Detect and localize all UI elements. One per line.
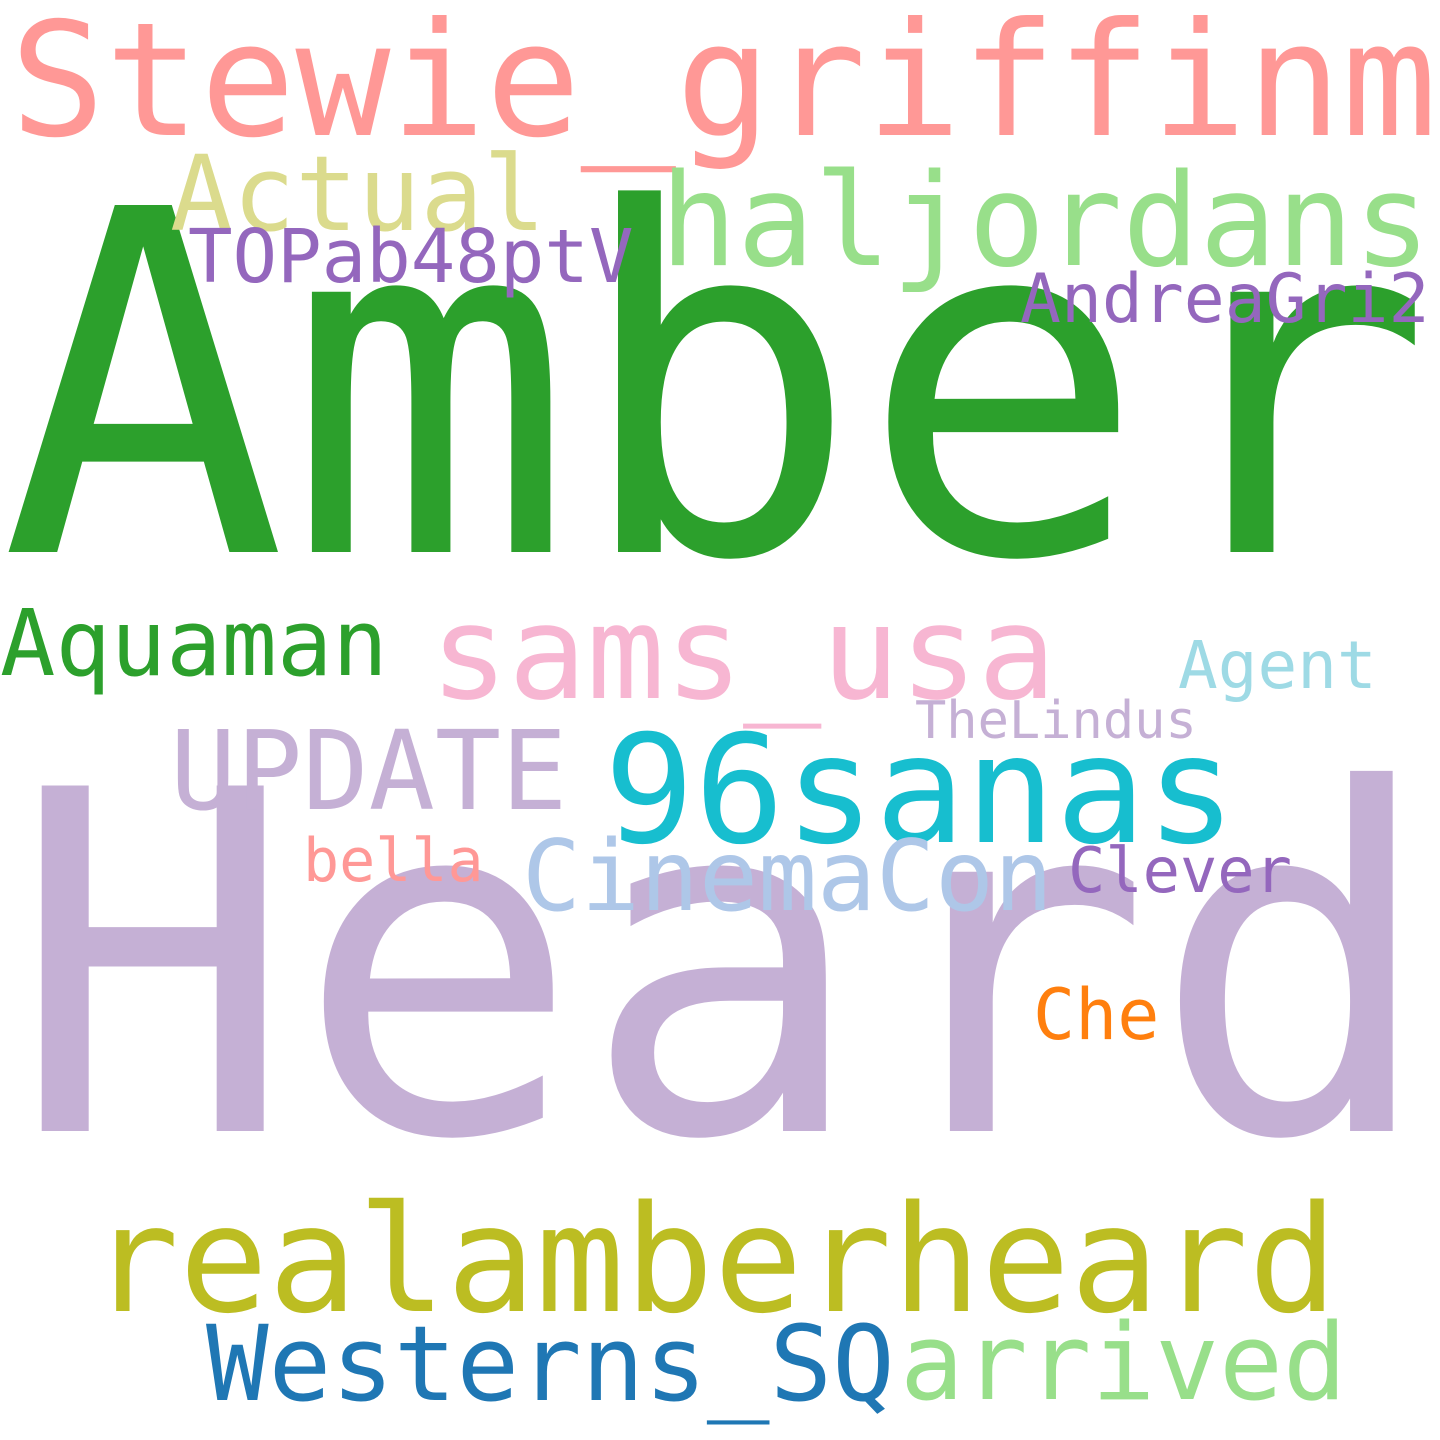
word-haljordans: haljordans [660,147,1431,296]
word-andreagri2: AndreaGri2 [1020,260,1430,339]
word-clever: Clever [1068,834,1292,907]
word-agent: Agent [1178,627,1377,704]
word-sams-usa: sams_usa [430,577,1057,729]
word-westerns-sq: Westerns_SQ [206,1303,895,1425]
word-realamberheard: realamberheard [90,1174,1338,1346]
word-aquaman: Aquaman [0,590,388,697]
word-cinemacon: CinemaCon [522,820,1054,934]
word-stewie-griffinm: Stewie_griffinm [10,0,1437,173]
word-heard: Heard [10,691,1437,1243]
word-actual: Actual [170,133,546,255]
word-thelindus: TheLindus [915,691,1197,751]
word-96sanas: 96sanas [604,704,1237,878]
word-bella: bella [303,826,484,896]
word-arrived: arrived [900,1301,1347,1424]
word-amber: Amber [0,111,1433,665]
word-che: Che [1033,974,1160,1056]
word-update: UPDATE [170,707,568,835]
word-topab48ptv: TOPab48ptV [188,214,634,300]
